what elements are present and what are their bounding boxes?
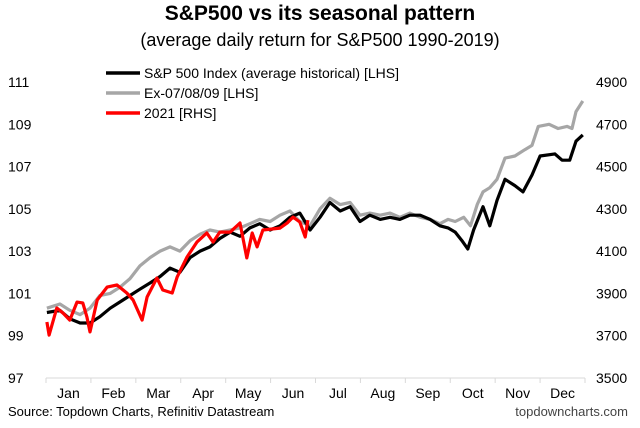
legend-label: Ex-07/08/09 [LHS] bbox=[144, 85, 258, 101]
y-left-tick-label: 111 bbox=[8, 74, 29, 90]
series-line-1 bbox=[46, 100, 585, 317]
series-line-2 bbox=[45, 215, 310, 337]
x-tick-label: Jul bbox=[329, 385, 347, 401]
y-left-tick-label: 103 bbox=[8, 243, 32, 259]
y-left-tick-label: 101 bbox=[8, 285, 32, 301]
x-tick-label: Sep bbox=[415, 385, 440, 401]
series-line-0 bbox=[46, 133, 584, 325]
y-right-tick-label: 4500 bbox=[596, 159, 627, 175]
x-tick-label: Dec bbox=[550, 385, 575, 401]
x-tick-label: Mar bbox=[146, 385, 170, 401]
y-right-tick-label: 4700 bbox=[596, 116, 627, 132]
x-tick-label: Oct bbox=[462, 385, 484, 401]
x-tick-label: Apr bbox=[192, 385, 214, 401]
x-tick-label: Nov bbox=[505, 385, 530, 401]
y-left-tick-label: 107 bbox=[8, 159, 32, 175]
legend-label: S&P 500 Index (average historical) [LHS] bbox=[144, 65, 399, 81]
y-right-tick-label: 3900 bbox=[596, 285, 627, 301]
y-right-tick-label: 3700 bbox=[596, 328, 627, 344]
y-right-tick-label: 4100 bbox=[596, 243, 627, 259]
chart-subtitle: (average daily return for S&P500 1990-20… bbox=[140, 30, 500, 50]
chart-title: S&P500 vs its seasonal pattern bbox=[164, 2, 476, 25]
y-left-tick-label: 109 bbox=[8, 116, 32, 132]
x-tick-label: Jun bbox=[282, 385, 305, 401]
x-tick-label: May bbox=[235, 385, 261, 401]
website-credit: topdowncharts.com bbox=[515, 404, 628, 419]
y-right-tick-label: 4900 bbox=[596, 74, 627, 90]
legend-label: 2021 [RHS] bbox=[144, 105, 216, 121]
y-left-tick-label: 99 bbox=[8, 328, 24, 344]
x-tick-label: Aug bbox=[370, 385, 395, 401]
x-tick-label: Jan bbox=[57, 385, 80, 401]
y-left-tick-label: 97 bbox=[8, 370, 24, 386]
x-tick-label: Feb bbox=[101, 385, 125, 401]
y-right-tick-label: 3500 bbox=[596, 370, 627, 386]
y-right-tick-label: 4300 bbox=[596, 201, 627, 217]
source-note: Source: Topdown Charts, Refinitiv Datast… bbox=[8, 404, 275, 419]
y-left-tick-label: 105 bbox=[8, 201, 32, 217]
